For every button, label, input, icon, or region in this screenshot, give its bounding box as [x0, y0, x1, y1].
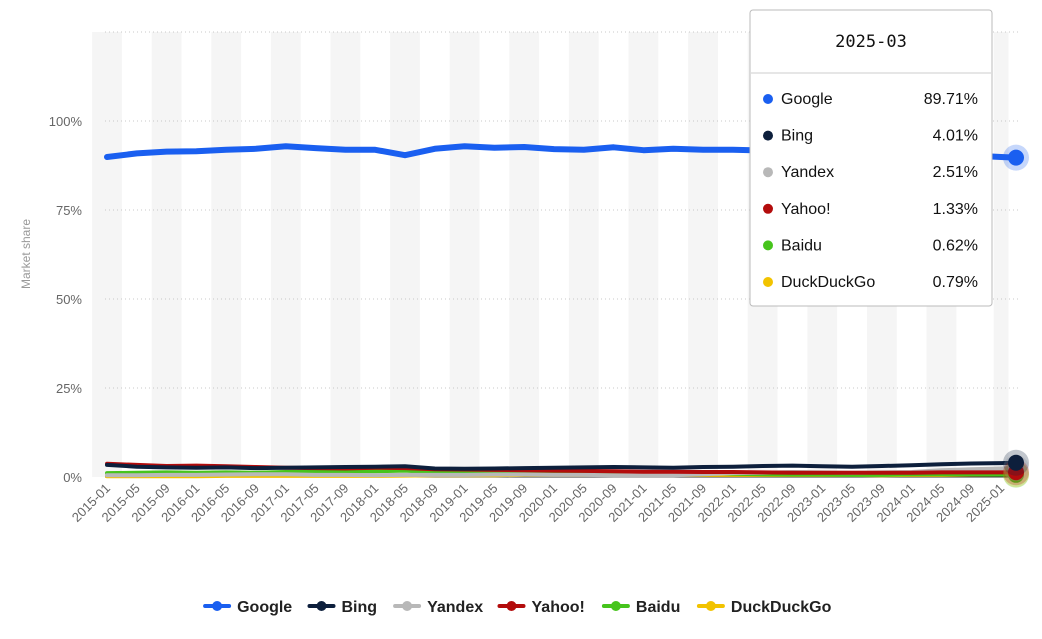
legend-label: Yahoo! — [532, 599, 585, 616]
tooltip-dot — [763, 130, 773, 141]
tooltip-row-label: DuckDuckGo — [781, 274, 875, 291]
tooltip-row-value: 0.79% — [933, 274, 978, 291]
column-band — [993, 32, 1009, 477]
legend-label: Yandex — [427, 599, 483, 616]
y-axis-label: Market share — [19, 219, 33, 289]
legend-item-duckduckgo[interactable]: DuckDuckGo — [696, 599, 832, 616]
tooltip-row-value: 1.33% — [933, 201, 978, 218]
legend-label: Bing — [342, 599, 378, 616]
legend-label: Baidu — [636, 599, 680, 616]
y-tick-label: 50% — [56, 292, 82, 307]
column-band — [688, 32, 718, 477]
legend-item-yahoo[interactable]: Yahoo! — [497, 599, 585, 616]
tooltip-dot — [763, 203, 773, 214]
legend-swatch-dot — [610, 601, 621, 611]
tooltip-title: 2025-03 — [835, 32, 907, 52]
y-axis-ticks: 0% 25% 50% 75% 100% — [49, 114, 83, 485]
tooltip-dot — [763, 240, 773, 251]
column-bands — [92, 32, 1009, 477]
tooltip-row-label: Bing — [781, 128, 813, 145]
legend-swatch-dot — [506, 601, 517, 611]
legend-item-baidu[interactable]: Baidu — [601, 599, 680, 616]
column-band — [568, 32, 599, 477]
tooltip-row-value: 4.01% — [933, 128, 978, 145]
gridlines — [105, 31, 1020, 389]
endpoint-marker-bing[interactable] — [1008, 454, 1024, 471]
legend-item-google[interactable]: Google — [203, 599, 292, 616]
tooltip-box — [749, 9, 993, 307]
legend-label: Google — [237, 599, 292, 616]
tooltip-row-label: Baidu — [781, 237, 822, 254]
column-band — [628, 32, 659, 477]
legend-swatch-dot — [212, 601, 223, 611]
column-band — [509, 32, 540, 477]
tooltip-row-value: 0.62% — [933, 237, 978, 254]
tooltip-row-label: Yandex — [781, 164, 834, 181]
legend-item-bing[interactable]: Bing — [307, 599, 378, 616]
legend-swatch-dot — [316, 601, 327, 611]
legend[interactable]: Google Bing Yandex Yahoo! Baidu DuckDuckGo — [203, 599, 832, 616]
tooltip-dot — [763, 94, 773, 104]
tooltip-row-label: Yahoo! — [781, 201, 831, 218]
tooltip-row-value: 89.71% — [924, 91, 978, 108]
series-lines[interactable] — [104, 143, 1019, 479]
tooltip-dot — [763, 277, 773, 287]
tooltip-row-value: 2.51% — [933, 164, 978, 181]
legend-swatch-dot — [402, 601, 413, 611]
series-endpoints[interactable] — [1003, 144, 1029, 488]
y-tick-label: 25% — [56, 381, 82, 396]
tooltip-dot — [763, 167, 773, 178]
legend-item-yandex[interactable]: Yandex — [393, 599, 483, 616]
y-tick-label: 75% — [56, 203, 82, 218]
legend-label: DuckDuckGo — [731, 599, 832, 616]
column-band — [330, 32, 361, 477]
y-tick-label: 100% — [49, 114, 83, 129]
x-axis-ticks: 2015-012015-052015-092016-012016-052016-… — [69, 481, 1007, 525]
tooltip-row-label: Google — [781, 91, 833, 108]
column-band — [449, 32, 480, 477]
legend-swatch-dot — [705, 601, 716, 611]
column-band — [211, 32, 242, 477]
y-tick-label: 0% — [63, 470, 82, 485]
column-band — [390, 32, 420, 477]
column-band — [151, 32, 182, 477]
column-band — [270, 32, 301, 477]
tooltip: 2025-03 Google 89.71% Bing 4.01% Yandex 2.51% Y… — [749, 9, 993, 307]
column-band — [92, 32, 122, 477]
series-line-bing[interactable] — [105, 460, 1018, 471]
endpoint-marker-google[interactable] — [1008, 149, 1024, 166]
